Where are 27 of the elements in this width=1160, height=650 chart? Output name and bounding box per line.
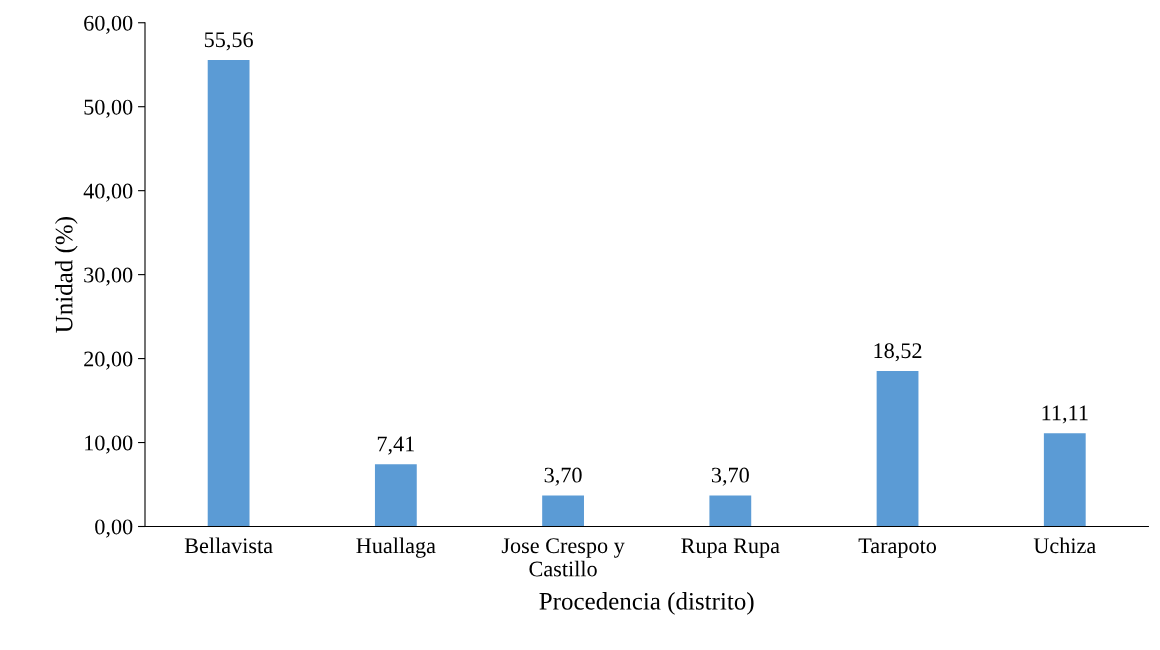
bar [542, 495, 584, 527]
bar [207, 60, 250, 527]
bar [1043, 433, 1086, 527]
data-label: 3,70 [544, 467, 582, 486]
bar [374, 464, 417, 527]
data-label: 7,41 [377, 436, 414, 455]
data-label: 55,56 [204, 32, 253, 51]
y-tick-label: 0,00 [95, 519, 133, 538]
bar [876, 371, 919, 527]
data-label: 18,52 [874, 343, 922, 362]
data-label: 3,70 [711, 467, 749, 486]
x-tick-label: Bellavista [184, 537, 273, 554]
y-tick-label: 20,00 [84, 351, 133, 370]
x-tick-label: Uchiza [1033, 537, 1096, 554]
y-tick-label: 50,00 [84, 99, 133, 118]
y-tick-label: 40,00 [83, 183, 133, 202]
x-tick-label: Huallaga [356, 537, 436, 558]
y-tick-label: 10,00 [85, 435, 133, 454]
y-tick-label: 30,00 [84, 267, 133, 286]
x-tick-label: Tarapoto [858, 538, 937, 558]
x-axis-title: Procedencia (distrito) [539, 592, 754, 615]
x-tick-label: Jose Crespo y Castillo [501, 538, 625, 577]
data-label: 11,11 [1042, 405, 1088, 424]
y-tick-label: 60,00 [84, 15, 133, 34]
x-tick-label: Rupa Rupa [681, 538, 780, 558]
y-axis-title: Unidad (%) [54, 217, 78, 333]
bar [709, 495, 752, 527]
